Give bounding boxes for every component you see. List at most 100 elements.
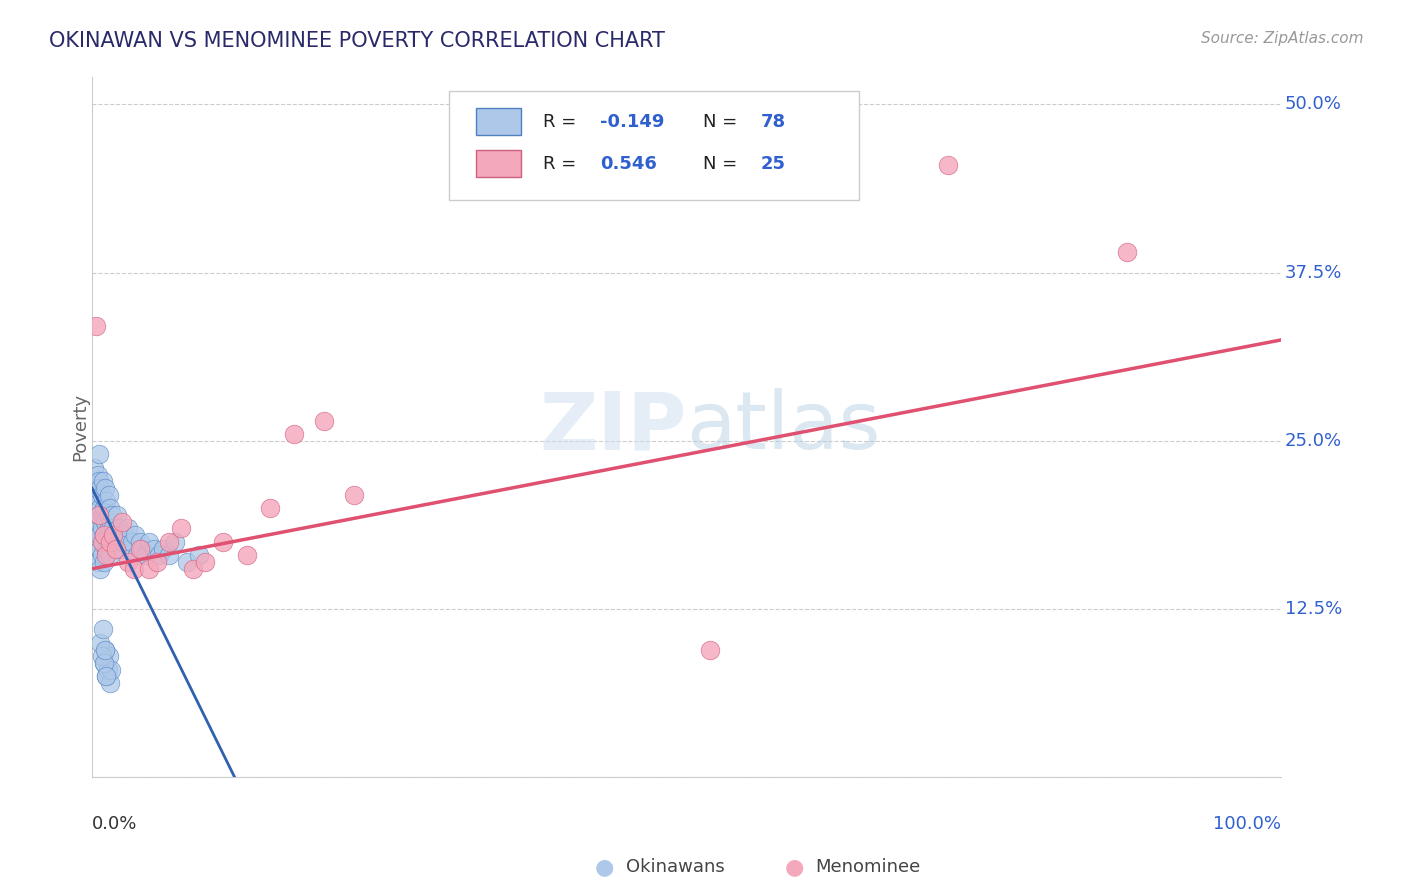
Point [93,555,115,569]
Point [111,515,134,529]
Point [138,534,160,549]
Point [104,541,127,556]
Point [98,676,121,690]
Point [131,541,153,556]
Text: 12.5%: 12.5% [1285,600,1341,618]
Point [90,649,112,664]
Point [93,656,115,670]
Point [93,528,115,542]
Text: N =: N = [703,154,744,172]
Point [142,541,165,556]
Point [107,534,129,549]
Point [128,541,150,556]
Point [89,636,111,650]
Point [86,481,108,495]
Point [104,528,127,542]
Text: -0.149: -0.149 [600,112,664,130]
Point [90,534,112,549]
Point [138,562,160,576]
Point [83,521,105,535]
Point [96,534,118,549]
Point [103,528,125,542]
Text: R =: R = [543,154,582,172]
Text: 0.546: 0.546 [600,154,657,172]
Point [87,508,110,522]
Point [84,515,107,529]
Text: ●: ● [785,857,804,877]
Point [96,669,118,683]
Point [108,521,131,535]
Point [104,541,127,556]
Text: 37.5%: 37.5% [1285,264,1343,282]
Point [89,541,111,556]
Point [100,663,122,677]
Point [152,541,174,556]
Point [98,534,121,549]
Text: atlas: atlas [686,388,882,467]
Point [89,447,111,461]
Point [93,528,115,542]
Point [90,521,112,535]
Point [128,534,150,549]
Point [176,555,198,569]
Point [97,521,120,535]
Point [91,475,114,489]
Point [94,515,117,529]
Text: 25.0%: 25.0% [1285,432,1341,450]
Point [98,501,121,516]
Point [124,528,146,542]
Point [91,508,114,522]
Point [82,494,104,508]
FancyBboxPatch shape [477,150,522,177]
Point [211,534,233,549]
Point [283,427,305,442]
Point [91,623,114,637]
Point [93,501,115,516]
Point [114,528,136,542]
Point [181,562,204,576]
Point [936,158,959,172]
Point [110,541,132,556]
Point [157,549,180,563]
Point [1115,245,1137,260]
Point [135,549,157,563]
Point [90,549,112,563]
Point [84,319,107,334]
Text: 50.0%: 50.0% [1285,95,1341,113]
Text: Source: ZipAtlas.com: Source: ZipAtlas.com [1201,31,1364,46]
Point [127,549,149,563]
Point [96,494,118,508]
Point [87,467,110,482]
Text: ●: ● [595,857,614,877]
Point [343,488,366,502]
Point [96,508,118,522]
Point [94,481,117,495]
Point [86,534,108,549]
Point [83,460,105,475]
Point [117,521,139,535]
Point [90,488,112,502]
Text: ZIP: ZIP [540,388,686,467]
Text: 25: 25 [761,154,786,172]
Point [96,663,118,677]
Point [91,534,114,549]
Point [699,642,721,657]
Text: OKINAWAN VS MENOMINEE POVERTY CORRELATION CHART: OKINAWAN VS MENOMINEE POVERTY CORRELATIO… [49,31,665,51]
Text: 100.0%: 100.0% [1213,815,1281,833]
Point [89,528,111,542]
Point [121,534,143,549]
Point [117,555,139,569]
Text: 0.0%: 0.0% [91,815,138,833]
Y-axis label: Poverty: Poverty [72,393,89,461]
Point [122,562,145,576]
Point [170,521,193,535]
Point [96,669,118,683]
Point [146,555,169,569]
Point [98,549,121,563]
Point [194,555,217,569]
FancyBboxPatch shape [477,108,522,135]
Point [100,534,122,549]
Point [94,642,117,657]
Point [312,414,335,428]
Point [87,555,110,569]
